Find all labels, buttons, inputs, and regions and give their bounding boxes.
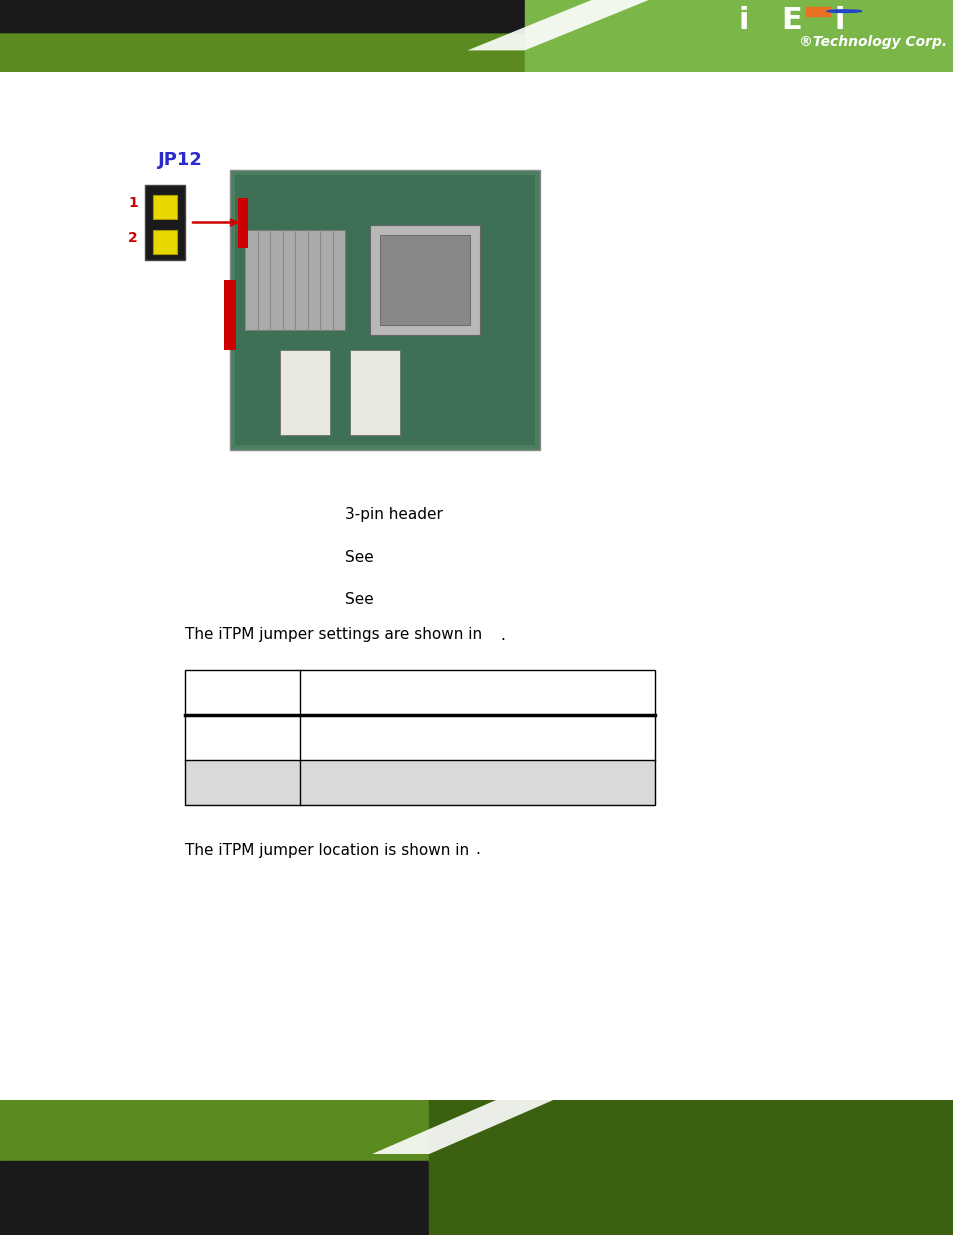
Text: E: E: [781, 6, 801, 35]
Bar: [245, 230, 345, 330]
Bar: [0, 0, 591, 32]
Text: 1: 1: [128, 196, 138, 210]
Bar: [370, 225, 479, 335]
Bar: [429, 1100, 953, 1235]
Bar: [185, 671, 655, 715]
Text: i: i: [833, 6, 844, 35]
Circle shape: [826, 10, 861, 12]
Bar: [379, 235, 470, 325]
Bar: [805, 7, 829, 16]
Bar: [185, 671, 655, 805]
Bar: [185, 760, 655, 805]
Text: See: See: [345, 592, 374, 606]
Text: .: .: [475, 842, 479, 857]
Bar: [234, 175, 535, 445]
Text: ®Technology Corp.: ®Technology Corp.: [798, 35, 946, 48]
Bar: [185, 715, 655, 760]
Text: .: .: [499, 627, 504, 642]
Text: 2: 2: [128, 231, 138, 245]
Bar: [237, 198, 248, 247]
Bar: [0, 0, 953, 32]
Bar: [0, 1161, 953, 1235]
Text: See: See: [345, 550, 374, 564]
Bar: [350, 350, 399, 435]
Text: JP12: JP12: [158, 151, 203, 169]
Text: i: i: [738, 6, 749, 35]
Bar: [152, 195, 177, 219]
Text: The iTPM jumper settings are shown in: The iTPM jumper settings are shown in: [185, 627, 481, 642]
PathPatch shape: [0, 0, 648, 51]
PathPatch shape: [0, 1100, 553, 1153]
Text: 3-pin header: 3-pin header: [345, 508, 442, 522]
Bar: [230, 170, 539, 450]
Bar: [145, 185, 185, 261]
Bar: [524, 0, 953, 72]
Text: The iTPM jumper location is shown in: The iTPM jumper location is shown in: [185, 842, 469, 857]
Bar: [224, 280, 235, 350]
Bar: [686, 10, 839, 68]
Bar: [152, 230, 177, 254]
Bar: [280, 350, 330, 435]
